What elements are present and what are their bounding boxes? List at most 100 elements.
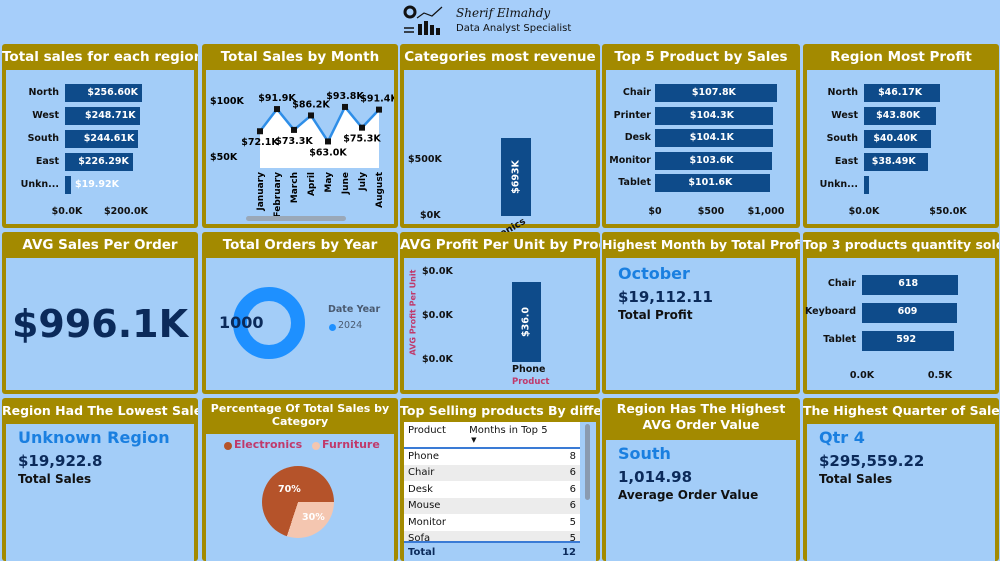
bar[interactable] <box>864 176 869 194</box>
card-title: Percentage Of Total Sales by Category <box>210 402 390 428</box>
legend-dot <box>312 442 320 450</box>
author-subtitle: Data Analyst Specialist <box>456 23 572 34</box>
x-tick-label: June <box>341 172 351 195</box>
cell-months: 5 <box>569 533 576 545</box>
top3-qty-chart[interactable]: Chair 618 Keyboard 609 Tablet 592 0.0K 0.5K <box>805 258 995 390</box>
bar[interactable] <box>862 275 959 295</box>
total-label: Total <box>408 546 436 558</box>
region-profit-chart[interactable]: North $46.17K West $43.80K South $40.40K East $… <box>807 70 995 224</box>
data-label: $93.8K <box>326 91 364 102</box>
orders-year-chart[interactable]: 1000 Date Year 2024 <box>206 258 394 390</box>
data-label: $63.0K <box>309 147 347 158</box>
kpi-caption: Total Sales <box>819 472 893 486</box>
card-title: AVG Sales Per Order <box>22 237 178 253</box>
kpi-name: October <box>618 264 690 283</box>
area-fill <box>260 106 379 168</box>
pct-category-chart[interactable]: Electronics Furniture 70% 30% <box>206 434 394 561</box>
bar[interactable] <box>65 176 71 194</box>
legend-dot <box>224 442 232 450</box>
slice-label: 70% <box>278 484 301 495</box>
kpi-name: Unknown Region <box>18 428 170 447</box>
axis-tick-label: $50.0K <box>929 206 967 217</box>
card-title: Region Had The Lowest Sales <box>2 403 198 418</box>
x-tick-label: March <box>290 172 300 203</box>
cell-months: 5 <box>569 516 576 528</box>
table-wrap: Product Months in Top 5 ▼ Phone 8 Chair 6 Desk 6… <box>404 422 580 561</box>
data-label: $72.1K <box>241 137 279 148</box>
bar-category-label: South <box>826 133 858 144</box>
table-row[interactable]: Mouse 6 <box>404 497 580 514</box>
table-row[interactable]: Phone 8 <box>404 448 580 465</box>
bar-value-label: $244.61K <box>83 133 135 144</box>
analytics-logo <box>403 5 443 35</box>
axis-tick-label: $500 <box>697 206 725 217</box>
bar[interactable] <box>864 84 941 102</box>
card-region-sales: Total sales for each region North $256.60… <box>2 44 198 228</box>
bar-category-label: East <box>35 156 59 167</box>
table-total-row: Total 12 <box>404 541 580 561</box>
bar-value-label: $256.60K <box>87 87 138 98</box>
vertical-scrollbar[interactable] <box>585 424 590 500</box>
bar[interactable] <box>864 107 937 125</box>
bar-value-label: 618 <box>898 278 919 289</box>
legend-item[interactable]: 2024 <box>338 320 363 331</box>
bar[interactable] <box>65 130 139 148</box>
legend-item[interactable]: Electronics <box>234 438 303 451</box>
data-label: $73.3K <box>275 136 313 147</box>
data-point <box>359 124 365 131</box>
bar-value-label: $101.6K <box>688 177 733 188</box>
bar-category-label: Monitor <box>609 154 651 166</box>
table-row[interactable]: Desk 6 <box>404 481 580 498</box>
bar[interactable] <box>65 84 142 102</box>
bar[interactable] <box>862 331 955 351</box>
cell-months: 6 <box>569 483 576 495</box>
kpi-value: 1,014.98 <box>618 468 693 486</box>
axis-tick-label: $0.0K <box>848 206 880 217</box>
axis-tick-label: 0.0K <box>849 370 875 381</box>
bar[interactable] <box>864 153 928 171</box>
table-row[interactable]: Monitor 5 <box>404 514 580 531</box>
pie-chart[interactable] <box>262 466 334 538</box>
bar[interactable] <box>512 282 541 362</box>
avg-profit-unit-chart[interactable]: $0.0K $0.0K $0.0K AVG Profit Per Unit $36.0 P… <box>404 258 596 390</box>
category-revenue-chart[interactable]: $500K$0K$693KElectronics <box>404 70 596 255</box>
card-highest-month: Highest Month by Total Profit October $1… <box>602 232 800 394</box>
card-top-selling: Top Selling products By differ... Produc… <box>400 398 600 561</box>
bar[interactable] <box>655 174 770 192</box>
total-value: 12 <box>562 546 576 558</box>
bar-category-label: West <box>831 110 858 121</box>
axis-tick-label: $200.0K <box>103 206 149 217</box>
bar-category-label: North <box>827 87 858 98</box>
bar-value-label: 592 <box>896 334 917 345</box>
cell-product: Chair <box>408 467 435 479</box>
bar[interactable] <box>65 107 140 125</box>
bar[interactable] <box>65 153 133 171</box>
card-title: Total Sales by Month <box>220 49 380 65</box>
bar[interactable] <box>655 129 773 147</box>
top5-products-chart[interactable]: Chair $107.8K Printer $104.3K Desk $104.1K Mon… <box>606 70 796 224</box>
axis-tick-label: $1,000 <box>747 206 785 217</box>
bar-value-label: $693K <box>510 160 522 195</box>
data-point <box>291 126 297 133</box>
card-pct-category: Percentage Of Total Sales by Category El… <box>202 398 398 561</box>
top-selling-table[interactable]: Product Months in Top 5 ▼ Phone 8 Chair 6 Desk 6… <box>404 422 596 561</box>
data-table: Product Months in Top 5 ▼ Phone 8 Chair 6 Desk 6… <box>404 422 580 547</box>
table-header-row: Product Months in Top 5 ▼ <box>404 422 580 448</box>
horizontal-scrollbar[interactable] <box>246 216 346 221</box>
kpi-name: South <box>618 444 671 463</box>
bar[interactable] <box>501 138 531 216</box>
bar[interactable] <box>862 303 957 323</box>
bar[interactable] <box>655 151 773 170</box>
bar[interactable] <box>864 130 931 148</box>
bar-category-label: Unkn... <box>20 179 59 190</box>
kpi-caption: Total Sales <box>18 472 92 486</box>
month-sales-chart[interactable]: $100K $50K$72.1K January $91.9K February $73.… <box>206 70 394 224</box>
legend-item[interactable]: Furniture <box>322 438 380 451</box>
bar-value-label: $40.40K <box>873 133 918 144</box>
column-header-1[interactable]: Months in Top 5 ▼ <box>465 422 580 448</box>
column-header-0[interactable]: Product <box>408 425 446 436</box>
table-row[interactable]: Chair 6 <box>404 464 580 481</box>
bar[interactable] <box>655 84 777 102</box>
bar[interactable] <box>655 106 773 125</box>
region-sales-chart[interactable]: North $256.60K West $248.71K South $244.61K Ea… <box>6 70 194 224</box>
